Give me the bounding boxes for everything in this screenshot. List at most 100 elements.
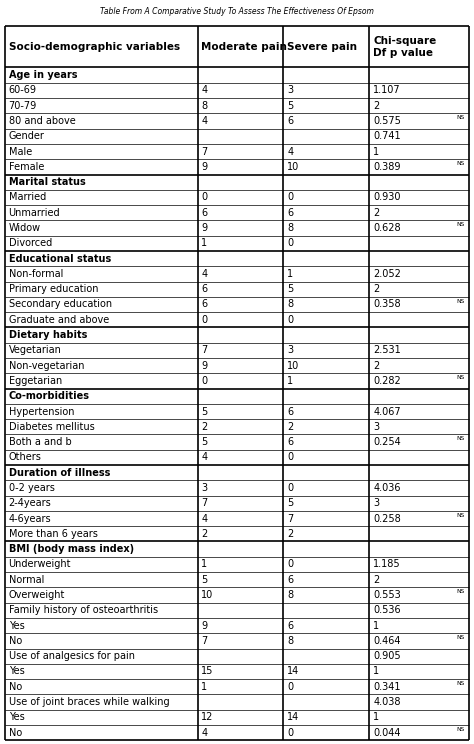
Text: NS: NS xyxy=(457,375,465,380)
Text: Chi-square
Df p value: Chi-square Df p value xyxy=(373,36,437,57)
Text: 0: 0 xyxy=(201,315,208,325)
Text: 6: 6 xyxy=(287,437,293,447)
Text: 0: 0 xyxy=(287,682,293,692)
Text: 7: 7 xyxy=(201,636,208,646)
Text: Overweight: Overweight xyxy=(9,590,65,600)
Text: 6: 6 xyxy=(287,208,293,218)
Text: 2.531: 2.531 xyxy=(373,345,401,356)
Text: 1: 1 xyxy=(201,559,208,569)
Text: NS: NS xyxy=(457,161,465,166)
Text: NS: NS xyxy=(457,589,465,594)
Text: Socio-demographic variables: Socio-demographic variables xyxy=(9,42,180,52)
Text: 0: 0 xyxy=(287,452,293,462)
Text: 10: 10 xyxy=(287,361,300,371)
Text: 6: 6 xyxy=(201,208,208,218)
Text: 2: 2 xyxy=(373,574,379,585)
Text: 0.258: 0.258 xyxy=(373,513,401,524)
Text: Yes: Yes xyxy=(9,712,24,722)
Text: 0.044: 0.044 xyxy=(373,728,401,737)
Text: Dietary habits: Dietary habits xyxy=(9,330,87,340)
Text: NS: NS xyxy=(457,513,465,518)
Text: Severe pain: Severe pain xyxy=(287,42,357,52)
Text: 6: 6 xyxy=(201,300,208,310)
Text: 0.741: 0.741 xyxy=(373,131,401,141)
Text: Duration of illness: Duration of illness xyxy=(9,468,110,478)
Text: 10: 10 xyxy=(201,590,214,600)
Text: Moderate pain: Moderate pain xyxy=(201,42,287,52)
Text: 1: 1 xyxy=(287,269,293,279)
Text: Yes: Yes xyxy=(9,667,24,676)
Text: 3: 3 xyxy=(287,86,293,95)
Text: Male: Male xyxy=(9,147,32,156)
Text: 12: 12 xyxy=(201,712,214,722)
Text: Unmarried: Unmarried xyxy=(9,208,60,218)
Text: 1: 1 xyxy=(373,620,379,631)
Text: 0.930: 0.930 xyxy=(373,193,401,202)
Text: 9: 9 xyxy=(201,361,208,371)
Text: 1: 1 xyxy=(373,712,379,722)
Text: NS: NS xyxy=(457,436,465,441)
Text: 7: 7 xyxy=(201,345,208,356)
Text: 0.254: 0.254 xyxy=(373,437,401,447)
Text: Divorced: Divorced xyxy=(9,238,52,248)
Text: 5: 5 xyxy=(287,498,293,508)
Text: Secondary education: Secondary education xyxy=(9,300,112,310)
Text: 0.536: 0.536 xyxy=(373,606,401,615)
Text: 0.341: 0.341 xyxy=(373,682,401,692)
Text: 1.185: 1.185 xyxy=(373,559,401,569)
Text: 70-79: 70-79 xyxy=(9,100,37,111)
Text: No: No xyxy=(9,682,22,692)
Text: More than 6 years: More than 6 years xyxy=(9,529,98,539)
Text: Use of analgesics for pain: Use of analgesics for pain xyxy=(9,651,135,661)
Text: 3: 3 xyxy=(373,498,379,508)
Text: 4.036: 4.036 xyxy=(373,483,401,493)
Text: NS: NS xyxy=(457,115,465,120)
Text: NS: NS xyxy=(457,681,465,686)
Text: Table From A Comparative Study To Assess The Effectiveness Of Epsom: Table From A Comparative Study To Assess… xyxy=(100,7,374,16)
Text: 0.389: 0.389 xyxy=(373,162,401,172)
Text: No: No xyxy=(9,728,22,737)
Text: 6: 6 xyxy=(287,406,293,417)
Text: 0.905: 0.905 xyxy=(373,651,401,661)
Text: 4: 4 xyxy=(201,728,208,737)
Text: 0.464: 0.464 xyxy=(373,636,401,646)
Text: Marital status: Marital status xyxy=(9,177,85,187)
Text: 0-2 years: 0-2 years xyxy=(9,483,55,493)
Text: 10: 10 xyxy=(287,162,300,172)
Text: Others: Others xyxy=(9,452,41,462)
Text: 4: 4 xyxy=(201,86,208,95)
Text: 2-4years: 2-4years xyxy=(9,498,51,508)
Text: Both a and b: Both a and b xyxy=(9,437,71,447)
Text: 4: 4 xyxy=(201,116,208,126)
Text: 2: 2 xyxy=(201,422,208,432)
Text: Married: Married xyxy=(9,193,46,202)
Text: 0: 0 xyxy=(287,728,293,737)
Text: 4.038: 4.038 xyxy=(373,697,401,707)
Text: 0: 0 xyxy=(287,559,293,569)
Text: 7: 7 xyxy=(201,498,208,508)
Text: 6: 6 xyxy=(201,284,208,294)
Text: 7: 7 xyxy=(201,147,208,156)
Text: Gender: Gender xyxy=(9,131,45,141)
Text: Graduate and above: Graduate and above xyxy=(9,315,109,325)
Text: 8: 8 xyxy=(287,636,293,646)
Text: NS: NS xyxy=(457,222,465,227)
Text: 9: 9 xyxy=(201,162,208,172)
Text: Yes: Yes xyxy=(9,620,24,631)
Text: 0.282: 0.282 xyxy=(373,376,401,386)
Text: Co-morbidities: Co-morbidities xyxy=(9,391,90,401)
Text: 2: 2 xyxy=(373,100,379,111)
Text: Widow: Widow xyxy=(9,223,41,233)
Text: 15: 15 xyxy=(201,667,214,676)
Text: Educational status: Educational status xyxy=(9,254,111,263)
Text: 6: 6 xyxy=(287,574,293,585)
Text: 4-6years: 4-6years xyxy=(9,513,51,524)
Text: No: No xyxy=(9,636,22,646)
Text: Diabetes mellitus: Diabetes mellitus xyxy=(9,422,94,432)
Text: 9: 9 xyxy=(201,620,208,631)
Text: 4: 4 xyxy=(201,269,208,279)
Text: Underweight: Underweight xyxy=(9,559,71,569)
Text: 0.358: 0.358 xyxy=(373,300,401,310)
Text: 2: 2 xyxy=(373,208,379,218)
Text: 3: 3 xyxy=(287,345,293,356)
